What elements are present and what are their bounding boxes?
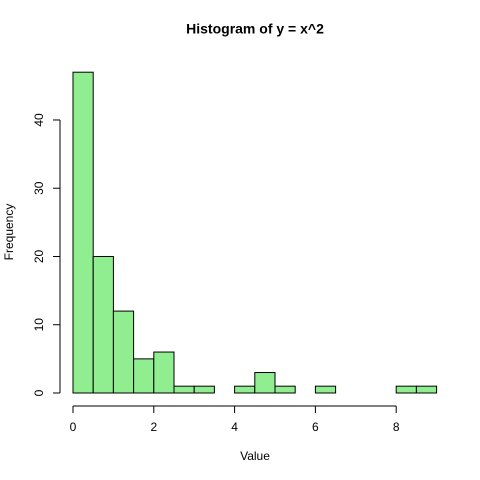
y-tick-label: 20 <box>32 249 46 263</box>
bar <box>193 385 215 394</box>
x-tick-label: 8 <box>393 420 400 434</box>
chart-title: Histogram of y = x^2 <box>186 21 324 37</box>
bar <box>234 385 256 394</box>
y-tick-label: 0 <box>32 389 46 396</box>
bar <box>254 372 276 394</box>
bar <box>274 385 296 394</box>
y-tick-label: 30 <box>32 181 46 195</box>
x-tick-label: 0 <box>70 420 77 434</box>
bar <box>153 351 175 394</box>
y-tick-label: 10 <box>32 318 46 332</box>
bar <box>173 385 195 394</box>
y-axis-label: Frequency <box>2 204 16 261</box>
x-tick-label: 4 <box>231 420 238 434</box>
bar <box>415 385 438 394</box>
bar <box>72 71 94 394</box>
bar <box>395 385 417 394</box>
bar <box>314 385 337 394</box>
bar <box>92 255 114 394</box>
x-tick-label: 6 <box>312 420 319 434</box>
bar <box>133 358 155 394</box>
bar <box>112 310 135 394</box>
x-tick-label: 2 <box>150 420 157 434</box>
x-axis-label: Value <box>240 449 270 463</box>
y-tick-label: 40 <box>32 113 46 127</box>
